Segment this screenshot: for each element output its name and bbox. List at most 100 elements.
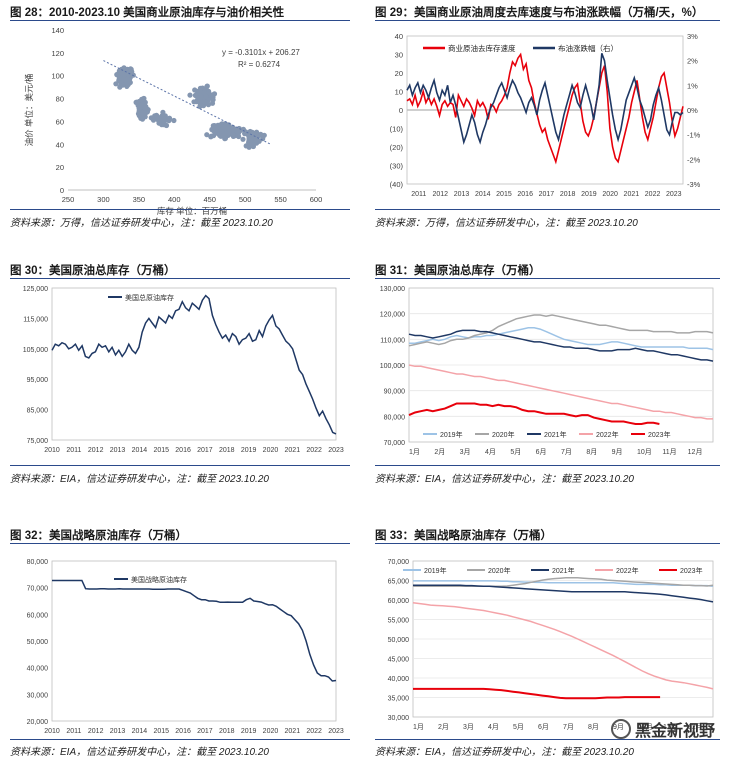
x-tick-label: 300 — [97, 195, 110, 204]
x-tick-label: 2016 — [517, 191, 533, 198]
y-right-tick-label: 3% — [687, 32, 698, 41]
source-rule-32 — [10, 739, 350, 740]
panel-30: 图 30：美国原油总库存（万桶） 75,000 85,000 95,000 105,0… — [10, 262, 350, 488]
scatter-point — [204, 132, 210, 138]
scatter-point — [217, 129, 223, 135]
x-tick-label: 2013 — [454, 191, 470, 198]
line-chart-32: 20,000 30,000 40,000 50,000 60,000 70,000 80,0… — [27, 559, 344, 735]
x-tick-label: 2019 — [241, 447, 257, 454]
legend-2023-label: 2023年 — [648, 430, 671, 439]
y-right-tick-label: -3% — [687, 180, 701, 189]
y-tick-label: 100,000 — [380, 363, 405, 370]
x-tick-label: 2016 — [175, 447, 191, 454]
x-tick-label: 400 — [168, 195, 181, 204]
x-tick-label: 2014 — [132, 447, 148, 454]
scatter-point — [208, 133, 214, 139]
y-tick-label: 80,000 — [384, 414, 406, 421]
y-tick-label: 75,000 — [27, 438, 49, 445]
x-tick-label: 2017 — [539, 191, 555, 198]
x-tick-label: 10月 — [637, 448, 652, 456]
series-line-2022 — [412, 601, 714, 690]
y-tick-label: 40,000 — [388, 676, 410, 683]
x-tick-label: 6月 — [536, 448, 547, 456]
y-tick-label: 70,000 — [388, 559, 410, 566]
scatter-point — [231, 127, 237, 133]
x-tick-label: 2017 — [197, 728, 213, 735]
x-tick-label: 3月 — [463, 723, 474, 731]
y-tick-label: 125,000 — [23, 286, 48, 293]
scatter-point — [128, 66, 134, 72]
scatter-point — [209, 100, 216, 106]
series-line-2023 — [413, 687, 661, 700]
x-tick-label: 11月 — [663, 723, 677, 731]
y-tick-label: 50,000 — [388, 637, 410, 644]
y-left-tick-label: 10 — [395, 88, 403, 97]
y-left-tick-label: (20) — [390, 143, 404, 152]
x-tick-label: 12月 — [688, 723, 703, 731]
scatter-point — [204, 83, 210, 89]
y-tick-label: 35,000 — [388, 696, 410, 703]
x-tick-label: 2010 — [44, 447, 60, 454]
x-tick-label: 500 — [239, 195, 252, 204]
line-chart-33: 30,000 35,000 40,000 45,000 50,000 55,000 60,0… — [388, 559, 714, 731]
y-tick-label: 30,000 — [27, 692, 49, 699]
scatter-point — [226, 126, 232, 132]
y-tick-label: 115,000 — [23, 316, 48, 323]
x-tick-label: 2021 — [285, 447, 301, 454]
scatter-point — [253, 137, 259, 143]
scatter-point — [212, 129, 218, 135]
scatter-point — [211, 91, 218, 97]
scatter-point — [171, 117, 177, 124]
y-tick-label: 20 — [56, 163, 64, 172]
x-tick-label: 2018 — [219, 447, 235, 454]
y-tick-label: 95,000 — [27, 377, 49, 384]
plot-frame — [51, 560, 337, 722]
source-note-29: 资料来源：万得，信达证券研发中心，注：截至 2023.10.20 — [375, 218, 638, 229]
panel-28: 图 28：2010-2023.10 美国商业原油库存与油价相关性 0 20 40 60… — [10, 4, 350, 230]
scatter-point — [122, 67, 128, 73]
y-right-tick-label: 1% — [687, 81, 698, 90]
x-tick-label: 12月 — [688, 448, 703, 456]
scatter-point — [230, 132, 236, 138]
source-rule-29 — [375, 209, 720, 210]
y-tick-label: 120,000 — [380, 312, 405, 319]
scatter-point — [243, 129, 249, 135]
line-chart-31: 70,000 80,000 90,000 100,000 110,000 120,000 1… — [380, 286, 714, 456]
title-rule-31 — [375, 278, 720, 279]
legend-2021-label: 2021年 — [552, 566, 575, 575]
y-tick-label: 40,000 — [27, 666, 49, 673]
x-tick-label: 2023 — [328, 728, 344, 735]
y-right-tick-label: 0% — [687, 106, 698, 115]
y-tick-label: 90,000 — [384, 389, 406, 396]
x-tick-label: 2020 — [602, 191, 618, 198]
scatter-point — [161, 122, 167, 128]
scatter-point — [223, 130, 229, 137]
series-line-2021 — [413, 584, 714, 603]
x-tick-label: 2013 — [110, 447, 126, 454]
scatter-point — [245, 143, 251, 149]
source-note-32: 资料来源：EIA，信达证券研发中心，注：截至 2023.10.20 — [10, 747, 269, 758]
series-line-2023 — [408, 402, 660, 425]
series-line-2020 — [413, 577, 714, 588]
legend-2020-label: 2020年 — [488, 566, 511, 575]
x-tick-label: 550 — [274, 195, 287, 204]
scatter-point — [142, 114, 148, 120]
x-tick-label: 2023 — [666, 191, 682, 198]
scatter-point — [142, 104, 149, 110]
x-tick-label: 2022 — [306, 447, 322, 454]
scatter-point — [260, 136, 266, 142]
series-line-2022 — [408, 364, 713, 420]
series-line-2020 — [408, 314, 714, 347]
legend-2019-label: 2019年 — [424, 566, 447, 575]
trendline — [103, 60, 271, 145]
x-tick-label: 2013 — [110, 728, 126, 735]
chart-title-31: 图 31：美国原油总库存（万桶） — [375, 265, 541, 277]
legend-brent-label: 布油涨跌幅（右） — [558, 43, 618, 53]
legend-spr-stock-label: 美国战略原油库存 — [131, 575, 187, 584]
y-tick-label: 140 — [51, 26, 64, 35]
x-tick-label: 2014 — [132, 728, 148, 735]
watermark: 黑金新视野 — [610, 717, 715, 741]
y-tick-label: 60,000 — [388, 598, 410, 605]
scatter-point — [119, 70, 125, 76]
line-chart-30: 75,000 85,000 95,000 105,000 115,000 125,000 2… — [23, 286, 344, 454]
